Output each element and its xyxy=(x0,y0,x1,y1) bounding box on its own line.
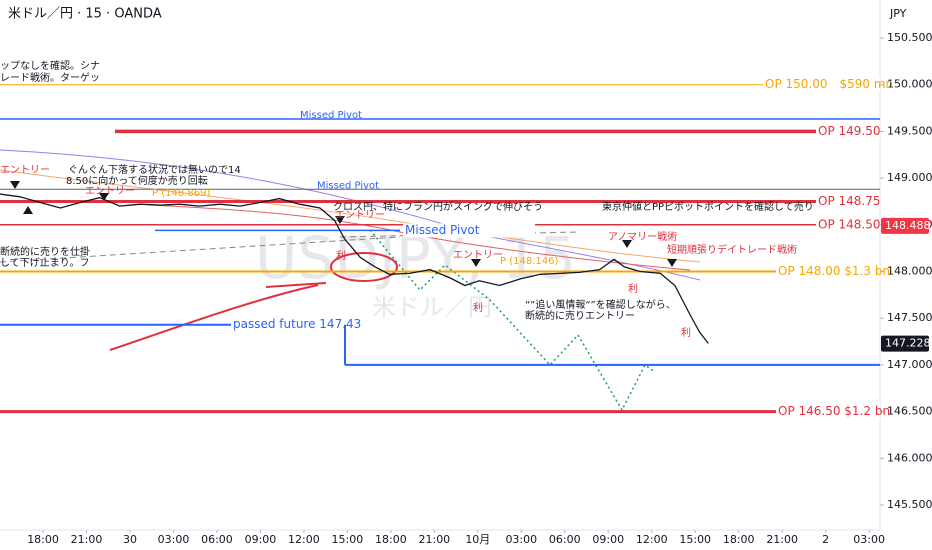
marker xyxy=(10,181,20,189)
x-tick-label: 30 xyxy=(123,533,137,546)
x-tick-label: 09:00 xyxy=(245,533,277,546)
x-tick-label: 18:00 xyxy=(723,533,755,546)
annotation: レード戦術。ターゲッ xyxy=(0,71,100,84)
annotation: P (148.869) xyxy=(152,188,210,199)
highlight-ellipse xyxy=(330,252,398,282)
x-tick-label: 10月 xyxy=(465,533,490,546)
moving-average xyxy=(149,204,691,271)
level-label: passed future 147.43 xyxy=(233,317,361,331)
x-tick-label: 03:00 xyxy=(158,533,190,546)
annotation: ぐんぐん下落する状況では無いので14 xyxy=(68,163,241,176)
annotation: 利 xyxy=(628,283,638,295)
y-tick-label: 146.000 xyxy=(887,451,932,464)
annotation: 8.50に向かって何度か売り回転 xyxy=(66,174,208,187)
arrow-head xyxy=(265,282,327,288)
annotation: クロス円、特にフラン円がスイングで伸びそう xyxy=(333,200,543,213)
x-tick-label: 06:00 xyxy=(549,533,581,546)
level-label: OP 150.00 $590 mn xyxy=(765,77,893,91)
currency: JPY xyxy=(889,7,907,20)
marker xyxy=(99,193,109,201)
level-label-bg xyxy=(403,223,535,238)
x-tick-label: 2 xyxy=(822,533,829,546)
level-label-bg xyxy=(776,264,880,279)
price-marker-label: 147.228 xyxy=(885,337,931,350)
annotation: 東京仲値とPPピボットポイントを確認して売り xyxy=(602,200,814,213)
level-label: Missed Pivot xyxy=(405,223,480,237)
x-tick-label: 18:00 xyxy=(27,533,59,546)
annotation: エントリー xyxy=(335,210,385,221)
x-tick-label: 15:00 xyxy=(332,533,364,546)
annotation: エントリー xyxy=(0,165,50,176)
level-label-bg xyxy=(231,317,363,332)
annotation: エントリー xyxy=(453,250,503,261)
y-tick-label: 145.500 xyxy=(887,498,932,511)
moving-average xyxy=(0,169,701,263)
x-tick-label: 03:00 xyxy=(853,533,885,546)
marker xyxy=(23,206,33,214)
level-label-bg xyxy=(816,124,880,139)
level-label: OP 149.50 xyxy=(818,124,880,138)
annotation: ップなしを確認。シナ xyxy=(0,59,100,72)
x-tick-label: 15:00 xyxy=(679,533,711,546)
x-tick-label: 18:00 xyxy=(375,533,407,546)
moving-average xyxy=(0,149,701,281)
level-label-bg xyxy=(763,77,880,92)
y-tick-label: 150.000 xyxy=(887,78,932,91)
arrow xyxy=(109,284,319,351)
y-tick-label: 146.500 xyxy=(887,405,932,418)
y-tick-label: 148.000 xyxy=(887,264,932,277)
price-line xyxy=(0,193,709,344)
annotation: アノマリー戦術 xyxy=(608,230,677,243)
level-label: Missed Pivot xyxy=(317,180,379,191)
annotation: エントリー xyxy=(85,186,135,197)
level-label: OP 148.00 $1.3 bn xyxy=(778,264,890,278)
dashed-trendline xyxy=(0,236,401,263)
annotation: 利 xyxy=(336,250,346,262)
annotation: 短期順張りデイトレード戦術 xyxy=(667,243,797,256)
level-label-bg xyxy=(816,194,880,209)
marker xyxy=(471,259,481,267)
price-marker-label: 148.488 xyxy=(885,219,931,232)
projection-path xyxy=(369,229,656,412)
y-tick-label: 147.500 xyxy=(887,311,932,324)
marker xyxy=(335,216,345,224)
marker xyxy=(622,240,632,248)
x-tick-label: 21:00 xyxy=(418,533,450,546)
level-label: OP 146.50 $1.2 bn xyxy=(778,404,890,418)
y-tick-label: 147.000 xyxy=(887,358,932,371)
level-label-bg xyxy=(776,404,880,419)
annotation: して下げ止まり。フ xyxy=(0,257,90,269)
level-label: OP 148.75 xyxy=(818,194,880,208)
price-marker xyxy=(881,335,929,352)
x-tick-label: 09:00 xyxy=(592,533,624,546)
y-tick-label: 149.500 xyxy=(887,124,932,137)
x-tick-label: 21:00 xyxy=(766,533,798,546)
watermark-sub: 米ドル／円 xyxy=(372,293,492,321)
chart-title: 米ドル／円 · 15 · OANDA xyxy=(8,7,162,22)
x-tick-label: 21:00 xyxy=(71,533,103,546)
annotation: 利 xyxy=(681,327,691,339)
y-tick-label: 149.000 xyxy=(887,171,932,184)
annotation: 利 xyxy=(473,302,483,314)
x-tick-label: 12:00 xyxy=(288,533,320,546)
price-marker xyxy=(881,217,929,234)
annotation: 断続的に売りを仕掛 xyxy=(0,245,90,258)
annotation: 断続的に売りエントリー xyxy=(525,309,635,322)
level-label-bg xyxy=(816,217,880,232)
x-tick-label: 12:00 xyxy=(636,533,668,546)
level-label: Missed Pivot xyxy=(300,110,362,121)
x-tick-label: 03:00 xyxy=(505,533,537,546)
marker xyxy=(667,259,677,267)
x-tick-label: 06:00 xyxy=(201,533,233,546)
annotation: “”追い風情報“”を確認しながら、 xyxy=(525,298,676,311)
y-tick-label: 150.500 xyxy=(887,31,932,44)
annotation: P (148.146) xyxy=(500,256,558,267)
